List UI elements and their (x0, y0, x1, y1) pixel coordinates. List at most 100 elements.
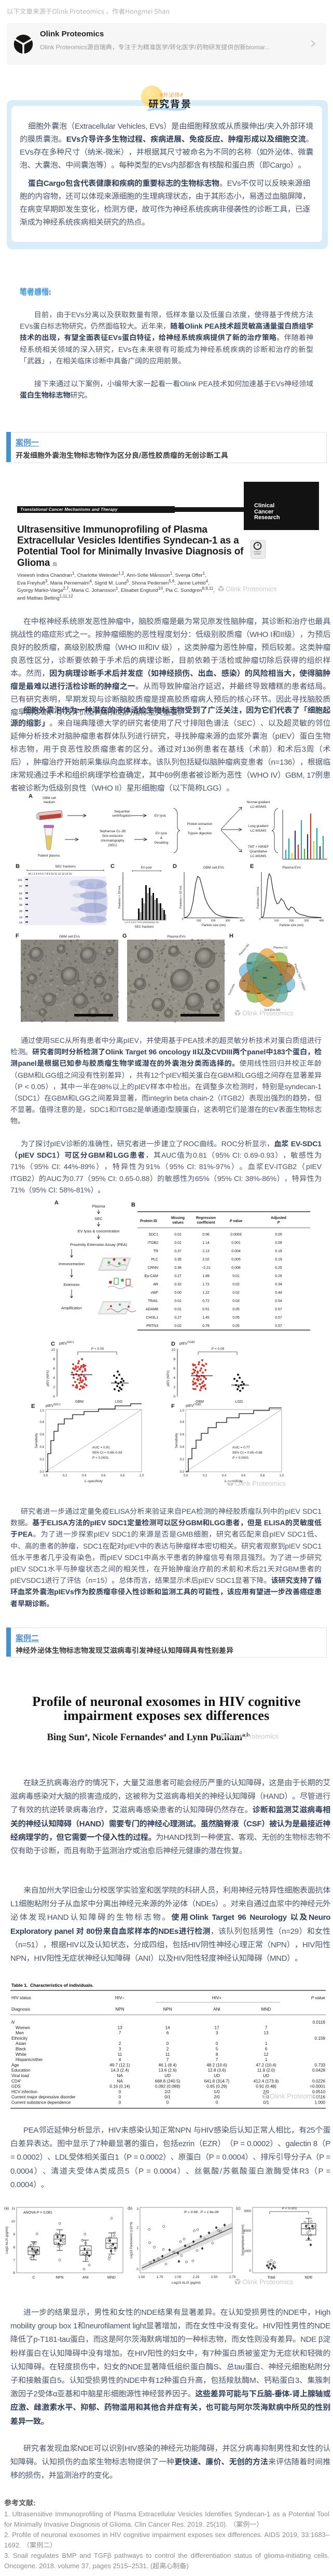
svg-text:2: 2 (166, 2047, 169, 2052)
svg-text:3: 3 (216, 2031, 218, 2036)
svg-text:0.02: 0.02 (232, 1291, 240, 1295)
svg-text:0.01: 0.01 (232, 1275, 240, 1278)
svg-text:28: 28 (19, 910, 22, 913)
svg-text:100: 100 (278, 983, 282, 986)
svg-text:1.89: 1.89 (202, 1275, 210, 1278)
svg-text:7: 7 (166, 2057, 169, 2062)
svg-text:C: C (110, 863, 115, 870)
svg-text:10: 10 (51, 1348, 56, 1352)
svg-text:19: 19 (19, 916, 22, 919)
svg-text:47.2 (10.4): 47.2 (10.4) (256, 2063, 276, 2067)
svg-text:11: 11 (118, 2052, 122, 2057)
svg-text:ANI: ANI (82, 2276, 89, 2280)
svg-text:vWF: vWF (151, 1291, 158, 1295)
svg-text:0.37: 0.37 (174, 1250, 182, 1253)
svg-text:1.0: 1.0 (40, 1409, 45, 1413)
svg-text:64: 64 (19, 892, 22, 896)
svg-text:Particles × 10⁷/mL: Particles × 10⁷/mL (179, 885, 183, 909)
svg-text:NPN: NPN (115, 2007, 124, 2012)
svg-text:Log10 Particles/ml (x10^9): Log10 Particles/ml (x10^9) (130, 2222, 133, 2259)
svg-text:0.733: 0.733 (315, 2063, 326, 2067)
svg-text:2.25: 2.25 (193, 2275, 200, 2279)
svg-text:0.2: 0.2 (63, 1474, 67, 1477)
svg-text:0.01: 0.01 (174, 1241, 182, 1245)
svg-text:Sequential: Sequential (114, 810, 130, 814)
svg-text:pIEV (NPX): pIEV (NPX) (47, 1370, 50, 1386)
svg-text:0.0116: 0.0116 (313, 2095, 326, 2099)
svg-text:0: 0 (119, 2090, 121, 2094)
svg-text:TR: TR (154, 1250, 158, 1253)
svg-text:0.001: 0.001 (231, 1241, 241, 1245)
svg-text:0.57: 0.57 (275, 1324, 282, 1328)
svg-text:0.6: 0.6 (101, 1474, 106, 1477)
svg-text:1.22: 1.22 (202, 1291, 210, 1295)
svg-text:0.8: 0.8 (40, 1421, 45, 1424)
svg-text:12.8 (3.6): 12.8 (3.6) (207, 2068, 226, 2073)
svg-text:0: 0 (249, 2269, 252, 2273)
svg-text:0.27: 0.27 (174, 1275, 182, 1278)
svg-text:0: 0 (173, 1395, 175, 1399)
svg-text:0.4: 0.4 (222, 1474, 227, 1477)
svg-text:3000: 3000 (244, 2209, 251, 2213)
svg-text:Plasma NG: Plasma NG (239, 943, 251, 956)
svg-text:0.4: 0.4 (180, 1446, 185, 1449)
svg-text:Asian: Asian (16, 2041, 26, 2046)
svg-text:P: P (278, 1221, 280, 1225)
svg-text:0.78: 0.78 (202, 1324, 210, 1328)
svg-text:1: 1 (265, 2057, 268, 2062)
svg-text:0.8: 0.8 (260, 1474, 265, 1477)
svg-text:6: 6 (13, 2271, 15, 2275)
svg-text:Regression: Regression (196, 1216, 216, 1220)
svg-text:2.75: 2.75 (229, 2275, 236, 2279)
svg-text:2: 2 (119, 2041, 121, 2046)
svg-text:Men: Men (16, 2031, 24, 2036)
svg-text:3701: 3701 (244, 990, 250, 993)
svg-text:<0.0001: <0.0001 (310, 2084, 325, 2089)
svg-text:100: 100 (196, 919, 201, 923)
svg-text:Log10 ALIX (pg/ml): Log10 ALIX (pg/ml) (172, 2281, 201, 2285)
svg-text:10: 10 (172, 1348, 176, 1352)
svg-text:0.8: 0.8 (180, 1421, 185, 1424)
svg-text:P value: P value (311, 1996, 326, 2000)
svg-text:2: 2 (136, 2226, 138, 2230)
svg-text:0.57: 0.57 (275, 1308, 282, 1311)
svg-text:LC-MS/MS: LC-MS/MS (251, 855, 267, 858)
svg-text:22: 22 (256, 969, 259, 972)
svg-text:7: 7 (216, 2057, 218, 2062)
svg-text:NA: NA (117, 2079, 123, 2083)
svg-text:F: F (171, 1403, 175, 1409)
svg-text:NA: NA (117, 2073, 123, 2078)
svg-text:1–specificity: 1–specificity (224, 1480, 243, 1483)
svg-text:14: 14 (165, 2025, 170, 2030)
svg-text:1: 1 (265, 2041, 268, 2046)
svg-text:0: 0 (166, 2041, 169, 2046)
svg-text:GBM cell: GBM cell (43, 796, 56, 800)
svg-text:GBM: GBM (75, 1400, 84, 1404)
svg-text:0.51: 0.51 (202, 1308, 210, 1311)
svg-text:861: 861 (263, 977, 267, 980)
svg-text:0: 0 (259, 918, 260, 921)
svg-text:C: C (51, 1341, 55, 1347)
svg-text:(a): (a) (4, 2206, 9, 2211)
svg-text:0.0003: 0.0003 (230, 1233, 242, 1237)
svg-text:4: 4 (119, 2057, 121, 2062)
svg-text:1–specificity: 1–specificity (84, 1480, 103, 1483)
svg-text:0.4: 0.4 (40, 1446, 45, 1449)
svg-text:EV lysis: EV lysis (156, 832, 167, 835)
svg-text:0.4: 0.4 (82, 1474, 87, 1477)
svg-text:1.0: 1.0 (140, 1474, 144, 1477)
svg-text:4: 4 (173, 1376, 175, 1380)
svg-text:CHI3L1: CHI3L1 (146, 1316, 158, 1320)
svg-text:0.19: 0.19 (275, 1258, 282, 1262)
svg-text:0: 0 (166, 2100, 169, 2105)
svg-text:Sepharose CL-2B: Sepharose CL-2B (100, 830, 126, 833)
svg-text:Particles × 10⁹/mL: Particles × 10⁹/mL (118, 885, 121, 909)
svg-text:0.005: 0.005 (231, 1258, 241, 1262)
svg-text:0.16 (0.14): 0.16 (0.14) (109, 2084, 130, 2089)
svg-text:100: 100 (274, 919, 279, 923)
svg-text:0.004: 0.004 (231, 1250, 241, 1253)
svg-text:2.00: 2.00 (175, 2275, 182, 2279)
svg-text:D: D (171, 1341, 175, 1347)
svg-text:0.19: 0.19 (275, 1250, 282, 1253)
svg-text:0/1: 0/1 (164, 2095, 171, 2099)
